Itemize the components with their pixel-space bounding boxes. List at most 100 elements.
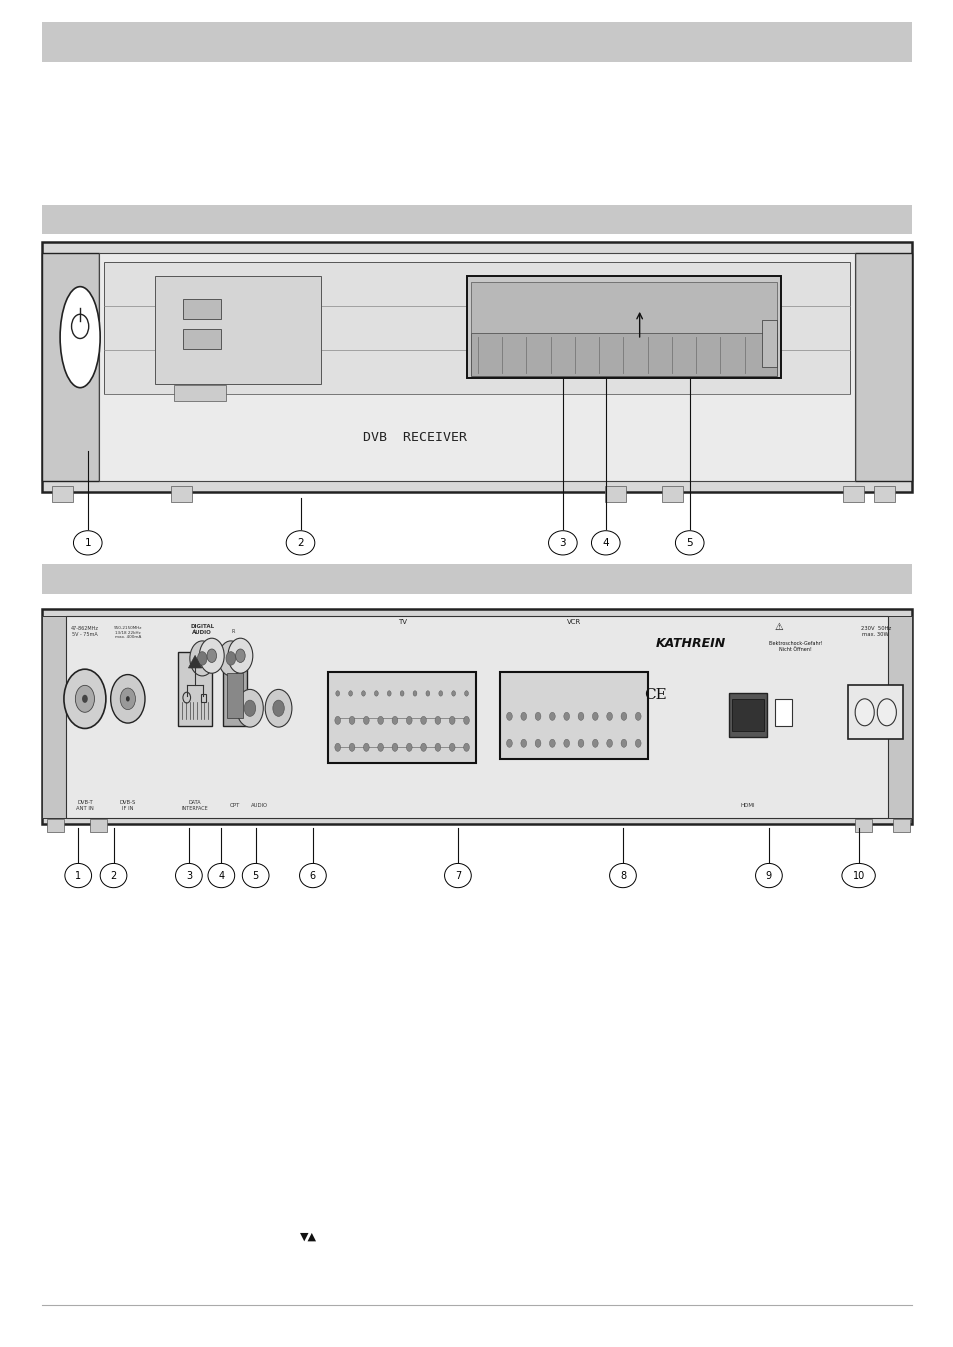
- Ellipse shape: [548, 531, 577, 555]
- Circle shape: [197, 652, 207, 665]
- Circle shape: [218, 641, 243, 676]
- Ellipse shape: [299, 863, 326, 888]
- Text: 2: 2: [111, 870, 116, 881]
- Circle shape: [464, 691, 468, 696]
- Circle shape: [82, 695, 88, 703]
- Circle shape: [363, 717, 369, 725]
- Bar: [854, 253, 911, 481]
- Circle shape: [506, 713, 512, 721]
- Circle shape: [236, 690, 263, 727]
- Circle shape: [620, 713, 626, 721]
- Circle shape: [635, 740, 640, 748]
- Circle shape: [463, 717, 469, 725]
- Bar: [171, 486, 192, 502]
- Ellipse shape: [609, 863, 636, 888]
- Text: HDMI: HDMI: [740, 803, 755, 808]
- Bar: [104, 263, 849, 395]
- Ellipse shape: [65, 863, 91, 888]
- Circle shape: [399, 691, 404, 696]
- Circle shape: [392, 717, 397, 725]
- Polygon shape: [189, 656, 201, 668]
- Circle shape: [635, 713, 640, 721]
- Ellipse shape: [675, 531, 703, 555]
- Circle shape: [413, 691, 416, 696]
- Text: R: R: [231, 629, 234, 634]
- Ellipse shape: [591, 531, 619, 555]
- Circle shape: [452, 691, 456, 696]
- Bar: [51, 486, 72, 502]
- Bar: [154, 276, 321, 384]
- Circle shape: [506, 740, 512, 748]
- Bar: [774, 699, 791, 726]
- Circle shape: [854, 699, 873, 726]
- Circle shape: [606, 713, 612, 721]
- Circle shape: [563, 740, 569, 748]
- Text: Elektroschock-Gefahr!
Nicht Öffnen!: Elektroschock-Gefahr! Nicht Öffnen!: [767, 641, 822, 652]
- Text: DVB  RECEIVER: DVB RECEIVER: [362, 431, 467, 445]
- Circle shape: [406, 744, 412, 752]
- Text: 1: 1: [85, 537, 91, 548]
- Text: TV: TV: [397, 620, 406, 625]
- Bar: [42, 242, 911, 492]
- Circle shape: [620, 740, 626, 748]
- Circle shape: [126, 696, 130, 702]
- Circle shape: [592, 740, 598, 748]
- Bar: [42, 22, 911, 62]
- Text: 8: 8: [619, 870, 625, 881]
- Circle shape: [207, 649, 216, 663]
- Circle shape: [535, 713, 540, 721]
- Text: 3: 3: [186, 870, 192, 881]
- Circle shape: [435, 744, 440, 752]
- Circle shape: [349, 717, 355, 725]
- Circle shape: [361, 691, 365, 696]
- Text: 5: 5: [253, 870, 258, 881]
- Text: 4: 4: [602, 537, 608, 548]
- Ellipse shape: [755, 863, 781, 888]
- Text: VCR: VCR: [566, 620, 580, 625]
- Bar: [604, 486, 625, 502]
- Text: 230V  50Hz
max. 30W: 230V 50Hz max. 30W: [860, 626, 890, 637]
- Bar: [873, 486, 894, 502]
- Ellipse shape: [60, 287, 100, 388]
- Circle shape: [549, 740, 555, 748]
- Bar: [42, 253, 99, 481]
- Ellipse shape: [286, 531, 314, 555]
- Bar: [183, 329, 221, 349]
- Circle shape: [228, 638, 253, 674]
- Bar: [42, 205, 911, 234]
- Circle shape: [349, 691, 353, 696]
- Text: 10: 10: [852, 870, 863, 881]
- Circle shape: [377, 744, 383, 752]
- Text: 3: 3: [559, 537, 565, 548]
- Circle shape: [273, 700, 284, 717]
- Circle shape: [374, 691, 377, 696]
- Ellipse shape: [73, 531, 102, 555]
- Circle shape: [592, 713, 598, 721]
- Circle shape: [578, 713, 583, 721]
- Circle shape: [64, 669, 106, 729]
- Circle shape: [265, 690, 292, 727]
- Circle shape: [535, 740, 540, 748]
- Bar: [892, 819, 909, 832]
- Circle shape: [377, 717, 383, 725]
- Bar: [847, 686, 902, 740]
- Bar: [42, 616, 66, 818]
- Circle shape: [335, 691, 339, 696]
- Text: DVB-T
ANT IN: DVB-T ANT IN: [76, 800, 93, 811]
- Text: 5: 5: [686, 537, 692, 548]
- Bar: [223, 665, 247, 726]
- Bar: [42, 609, 911, 824]
- Text: KATHREIN: KATHREIN: [655, 637, 725, 649]
- Text: AUDIO: AUDIO: [251, 803, 268, 808]
- Circle shape: [563, 713, 569, 721]
- Bar: [471, 333, 776, 376]
- Circle shape: [438, 691, 442, 696]
- Bar: [499, 672, 647, 760]
- Circle shape: [349, 744, 355, 752]
- Text: 7: 7: [455, 870, 460, 881]
- Ellipse shape: [444, 863, 471, 888]
- Circle shape: [226, 652, 235, 665]
- Bar: [728, 694, 766, 737]
- Circle shape: [75, 686, 94, 713]
- Bar: [661, 486, 682, 502]
